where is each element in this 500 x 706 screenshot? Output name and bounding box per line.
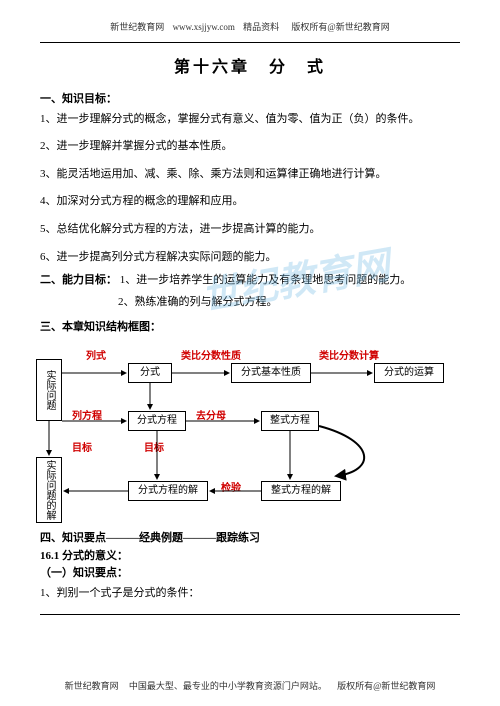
s2-item2: 2、熟练准确的列与解分式方程。 (118, 294, 460, 312)
section4-sub1: 16.1 分式的意义： (40, 548, 460, 566)
box-fenshi: 分式 (128, 363, 172, 383)
box-shiji2: 实际问题的解 (36, 457, 62, 523)
s1-item: 6、进一步提高列分式方程解决实际问题的能力。 (40, 249, 460, 267)
chapter-title: 第十六章 分 式 (40, 55, 460, 81)
box-fenshijie: 分式方程的解 (128, 481, 208, 501)
box-zhengshijie: 整式方程的解 (261, 481, 341, 501)
section3-head: 三、本章知识结构框图： (40, 319, 460, 337)
header-url: www.xsjjyw.com (173, 22, 235, 32)
section4-item: 1、判别一个式子是分式的条件： (40, 585, 460, 603)
s1-item: 1、进一步理解分式的概念，掌握分式有意义、值为零、值为正（负）的条件。 (40, 111, 460, 129)
section4-sub2: （一）知识要点： (40, 565, 460, 583)
s1-item: 4、加深对分式方程的概念的理解和应用。 (40, 193, 460, 211)
footer-rule (40, 614, 460, 615)
header-site: 新世纪教育网 (110, 22, 164, 32)
header-mid: 精品资料 (243, 22, 279, 32)
footer-mid: 中国最大型、最专业的中小学教育资源门户网站。 (129, 681, 327, 691)
label-jianyan: 检验 (221, 481, 241, 497)
header-right: 版权所有@新世纪教育网 (291, 22, 389, 32)
framework-diagram: 实际问题 分式 分式基本性质 分式的运算 分式方程 整式方程 实际问题的解 分式… (36, 341, 456, 526)
section2: 二、能力目标： 1、进一步培养学生的运算能力及有条理地思考问题的能力。 2、熟练… (40, 272, 460, 311)
label-leibijs: 类比分数计算 (319, 349, 379, 365)
label-qufenmu: 去分母 (196, 409, 226, 425)
section4-head: 四、知识要点———经典例题———跟踪练习 (40, 530, 460, 548)
label-mubiao2: 目标 (144, 441, 164, 457)
box-yunsuan: 分式的运算 (374, 363, 444, 383)
footer-left: 新世纪教育网 (65, 681, 119, 691)
page-footer: 新世纪教育网 中国最大型、最专业的中小学教育资源门户网站。 版权所有@新世纪教育… (0, 679, 500, 692)
label-liexhi: 列式 (86, 349, 106, 365)
page-header: 新世纪教育网 www.xsjjyw.com 精品资料 版权所有@新世纪教育网 (40, 20, 460, 34)
label-leibixz: 类比分数性质 (181, 349, 241, 365)
header-rule (40, 42, 460, 43)
section1-head: 一、知识目标： (40, 91, 460, 109)
s1-item: 5、总结优化解分式方程的方法，进一步提高计算的能力。 (40, 221, 460, 239)
label-liefc: 列方程 (72, 409, 102, 425)
footer-right: 版权所有@新世纪教育网 (337, 681, 435, 691)
section2-head: 二、能力目标： (40, 274, 117, 286)
box-xingzhi: 分式基本性质 (231, 363, 311, 383)
page-body: 新世纪教育网 www.xsjjyw.com 精品资料 版权所有@新世纪教育网 第… (0, 0, 500, 627)
box-zhengshifc: 整式方程 (261, 411, 319, 431)
box-shiji1: 实际问题 (36, 359, 62, 421)
box-fangcheng: 分式方程 (128, 411, 186, 431)
s1-item: 3、能灵活地运用加、减、乘、除、乘方法则和运算律正确地进行计算。 (40, 166, 460, 184)
s1-item: 2、进一步理解并掌握分式的基本性质。 (40, 138, 460, 156)
s2-item1: 1、进一步培养学生的运算能力及有条理地思考问题的能力。 (120, 274, 412, 286)
label-mubiao1: 目标 (72, 441, 92, 457)
